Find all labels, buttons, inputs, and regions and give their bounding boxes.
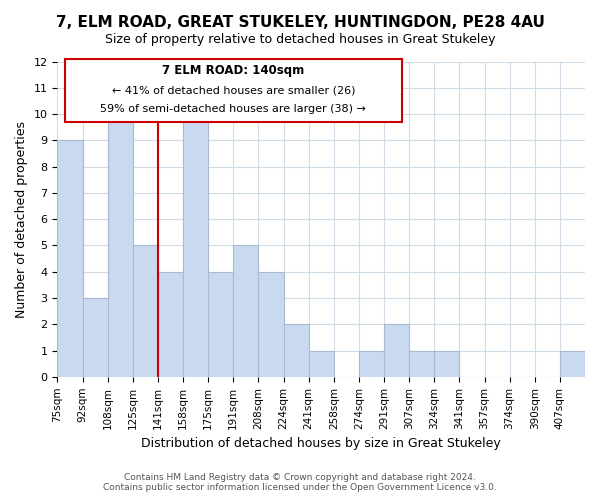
- Bar: [233, 246, 259, 377]
- X-axis label: Distribution of detached houses by size in Great Stukeley: Distribution of detached houses by size …: [142, 437, 501, 450]
- Text: Size of property relative to detached houses in Great Stukeley: Size of property relative to detached ho…: [105, 32, 495, 46]
- Text: Contains HM Land Registry data © Crown copyright and database right 2024.
Contai: Contains HM Land Registry data © Crown c…: [103, 473, 497, 492]
- Bar: [308, 350, 334, 377]
- Bar: [359, 350, 384, 377]
- Bar: [107, 114, 133, 377]
- Text: 7 ELM ROAD: 140sqm: 7 ELM ROAD: 140sqm: [162, 64, 304, 77]
- Text: 59% of semi-detached houses are larger (38) →: 59% of semi-detached houses are larger (…: [100, 104, 366, 114]
- Bar: [83, 298, 107, 377]
- Text: 7, ELM ROAD, GREAT STUKELEY, HUNTINGDON, PE28 4AU: 7, ELM ROAD, GREAT STUKELEY, HUNTINGDON,…: [56, 15, 544, 30]
- Bar: [65, 59, 401, 122]
- Bar: [183, 114, 208, 377]
- Text: ← 41% of detached houses are smaller (26): ← 41% of detached houses are smaller (26…: [112, 86, 355, 96]
- Y-axis label: Number of detached properties: Number of detached properties: [15, 120, 28, 318]
- Bar: [133, 246, 158, 377]
- Bar: [434, 350, 460, 377]
- Bar: [560, 350, 585, 377]
- Bar: [384, 324, 409, 377]
- Bar: [409, 350, 434, 377]
- Bar: [208, 272, 233, 377]
- Bar: [259, 272, 284, 377]
- Bar: [158, 272, 183, 377]
- Bar: [284, 324, 308, 377]
- Bar: [58, 140, 83, 377]
